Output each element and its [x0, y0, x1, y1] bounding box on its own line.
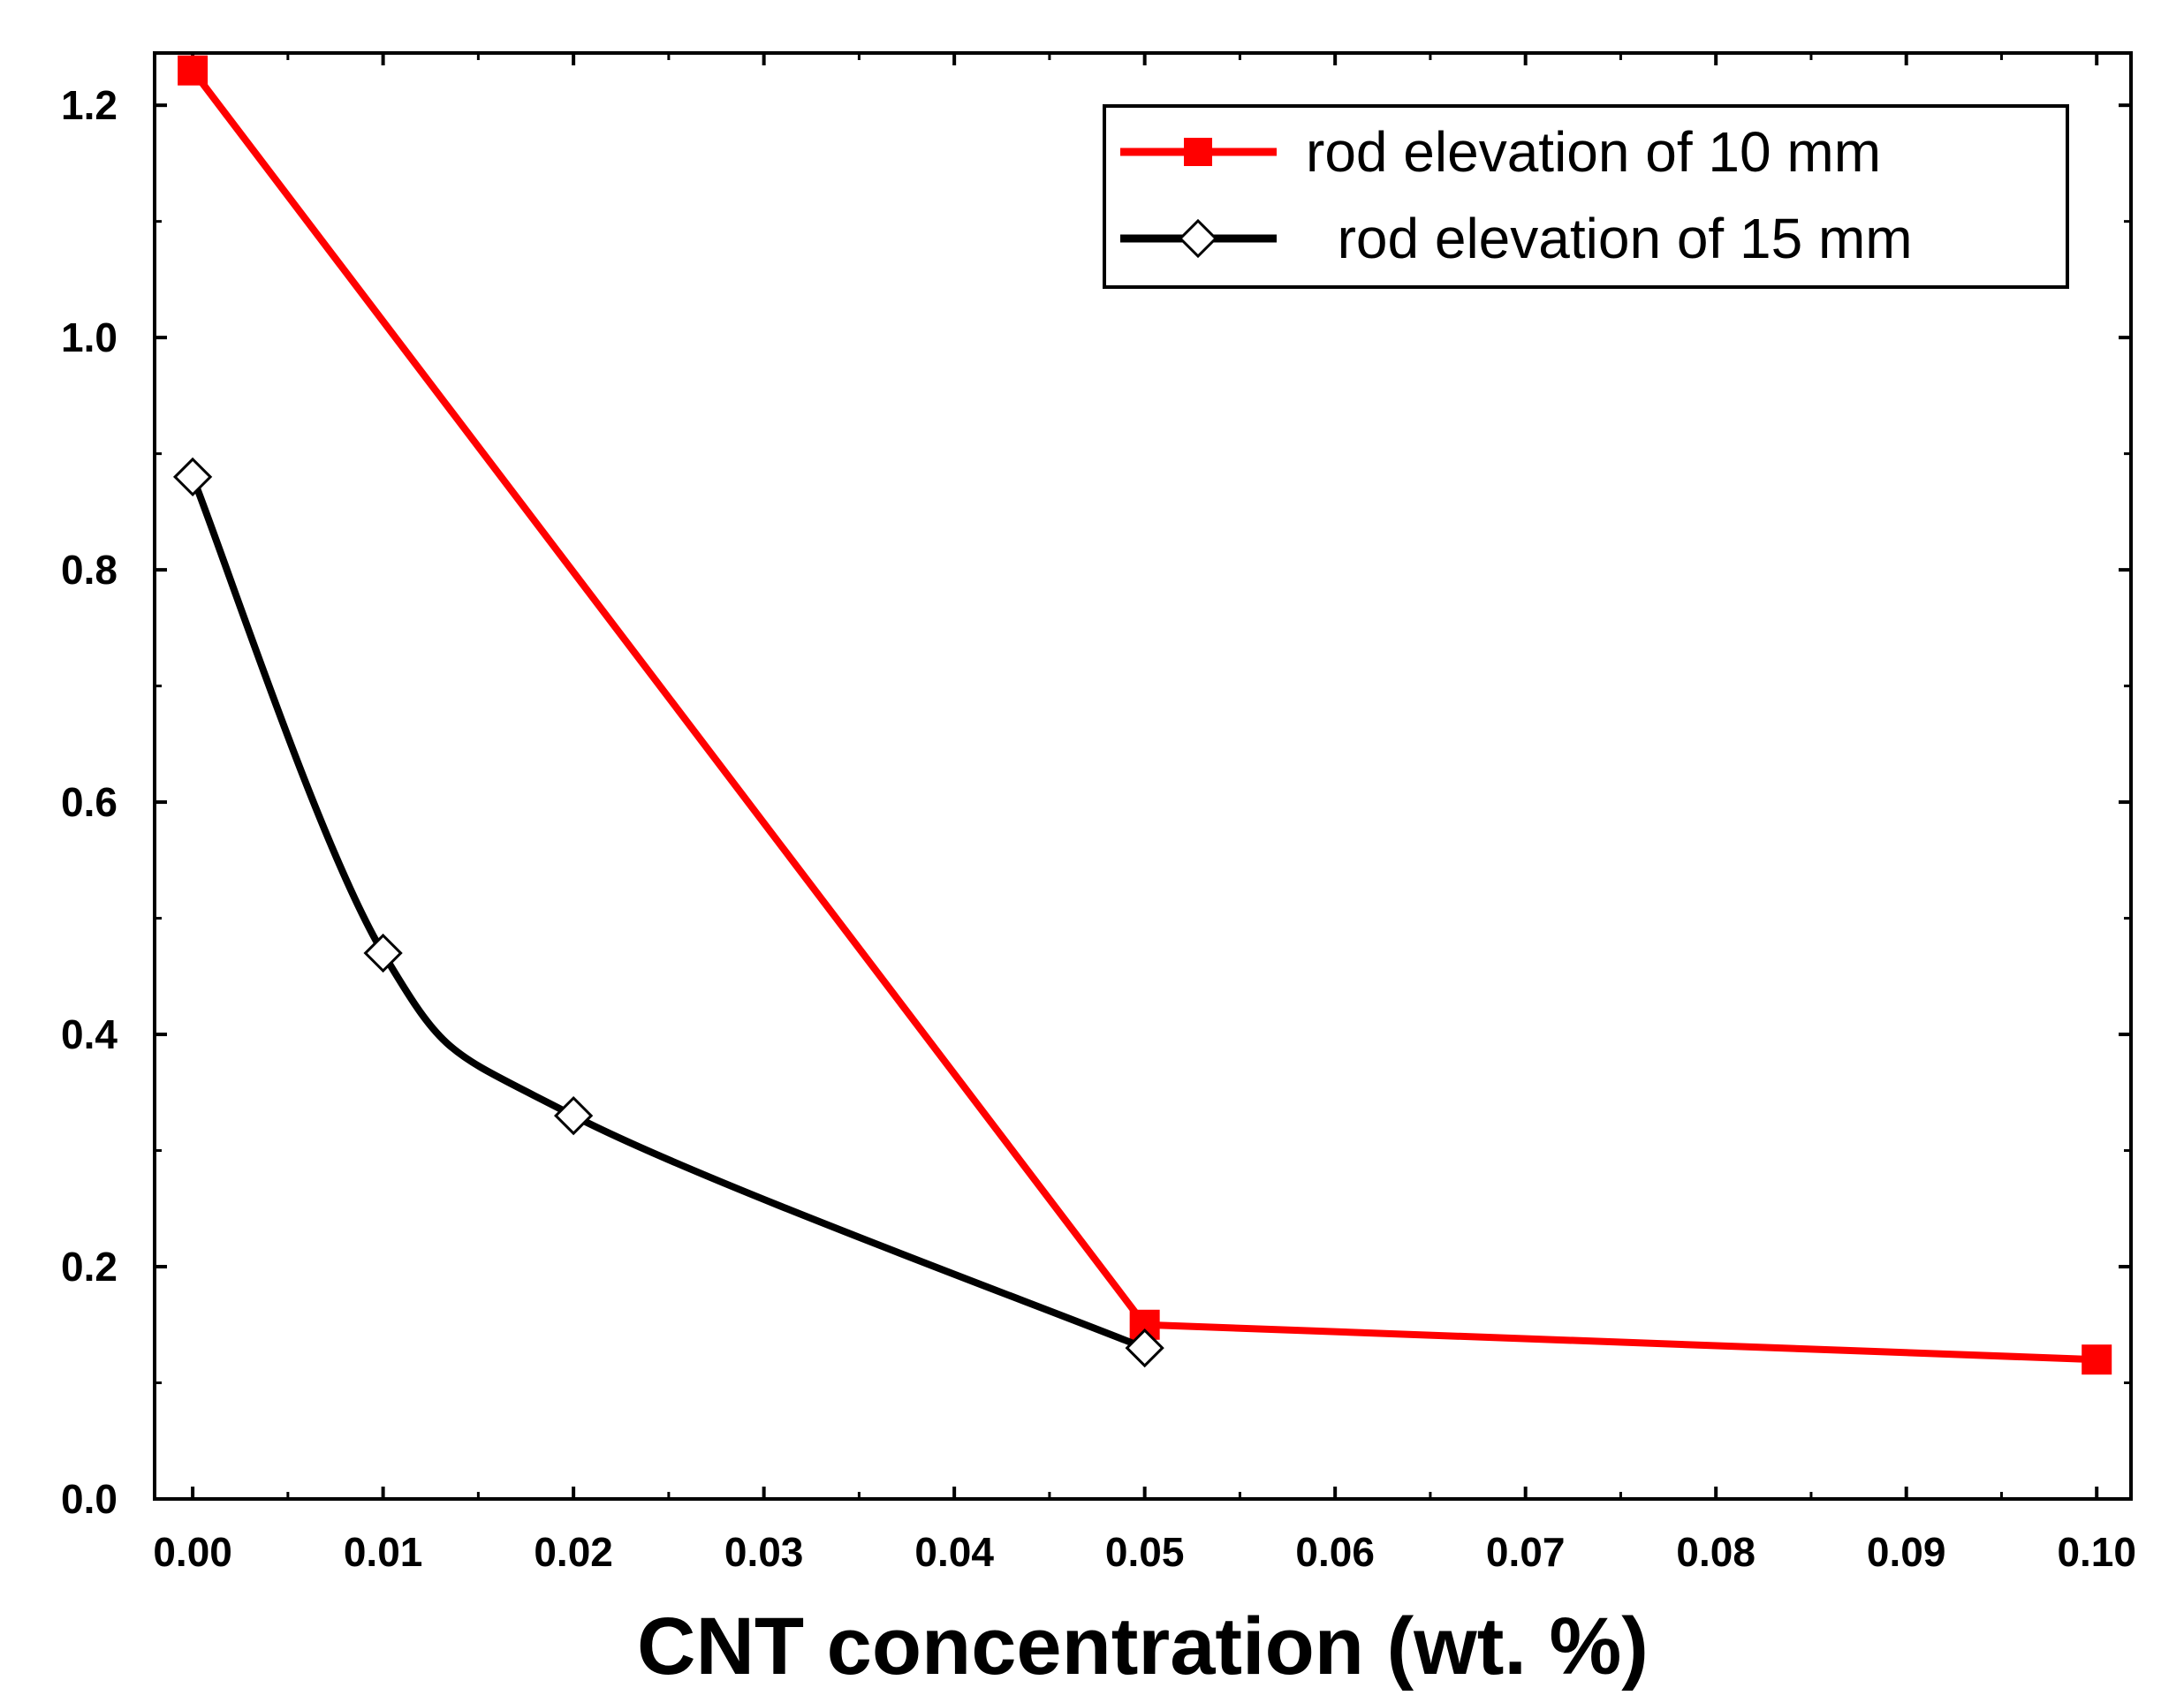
data-point	[2082, 1344, 2112, 1375]
y-tick-label: 0.4	[61, 1011, 118, 1057]
x-tick-label: 0.06	[1295, 1529, 1375, 1575]
x-tick-label: 0.09	[1867, 1529, 1946, 1575]
y-tick-label: 1.2	[61, 82, 118, 128]
y-axis: 0.0 0.2 0.4 0.6 0.8 1.0 1.2	[61, 82, 2131, 1522]
data-point	[1125, 1328, 1164, 1368]
y-tick-label: 0.6	[61, 779, 118, 825]
x-tick-label: 0.05	[1105, 1529, 1185, 1575]
plot-frame	[153, 51, 2133, 1501]
x-tick-label: 0.07	[1486, 1529, 1566, 1575]
legend-marker-open-diamond	[1178, 218, 1218, 259]
series-1	[172, 457, 1164, 1368]
x-tick-label: 0.08	[1676, 1529, 1756, 1575]
x-tick-label: 0.10	[2057, 1529, 2136, 1575]
y-tick-label: 0.0	[61, 1476, 118, 1522]
y-tick-label: 0.2	[61, 1244, 118, 1290]
plot-area-border	[153, 51, 2133, 1501]
series-layer	[172, 55, 2112, 1375]
x-axis: 0.00 0.01 0.02 0.03 0.04 0.05 0.06 0.07 0.08 0.09…	[153, 53, 2136, 1575]
y-tick-label: 0.8	[61, 547, 118, 593]
x-tick-label: 0.03	[724, 1529, 804, 1575]
x-axis-title: CNT concentration (wt. %)	[637, 1601, 1649, 1692]
data-point	[363, 933, 403, 973]
x-tick-label: 0.00	[153, 1529, 232, 1575]
x-tick-label: 0.02	[534, 1529, 613, 1575]
x-tick-label: 0.04	[914, 1529, 994, 1575]
legend-label-series-10mm: rod elevation of 10 mm	[1306, 120, 1881, 184]
legend: rod elevation of 10 mm rod elevation of …	[1103, 104, 2069, 289]
legend-marker-filled-square	[1184, 138, 1212, 166]
y-tick-label: 1.0	[61, 314, 118, 360]
data-point	[178, 55, 209, 86]
legend-box	[1103, 104, 2069, 289]
x-tick-label: 0.01	[344, 1529, 423, 1575]
series-line	[189, 475, 1147, 1351]
legend-label-series-15mm: rod elevation of 15 mm	[1306, 207, 1913, 270]
data-point	[554, 1095, 594, 1136]
data-point	[172, 457, 213, 497]
